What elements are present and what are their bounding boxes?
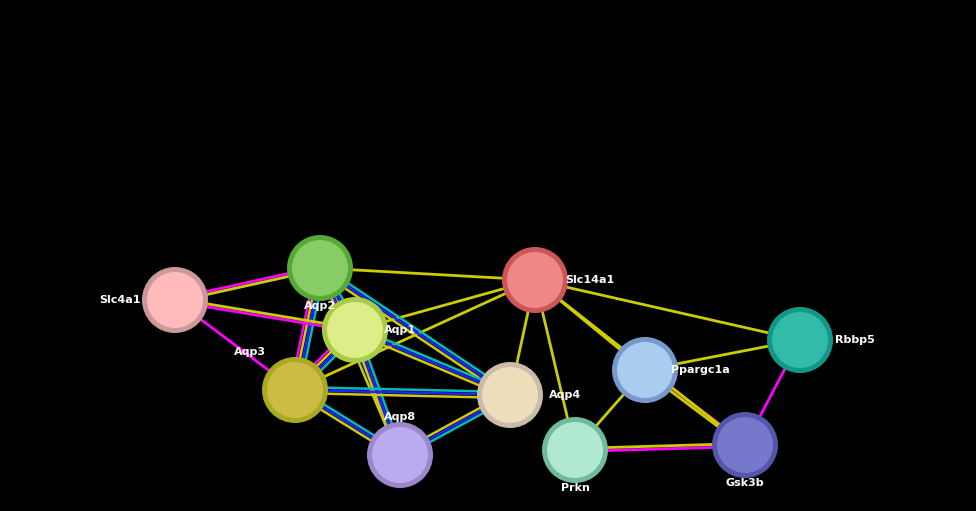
Text: Slc14a1: Slc14a1 (565, 275, 615, 285)
Circle shape (612, 337, 678, 403)
Circle shape (507, 252, 563, 308)
Circle shape (322, 297, 388, 363)
Circle shape (712, 412, 778, 478)
Circle shape (267, 362, 323, 418)
Circle shape (502, 247, 568, 313)
Text: Ppargc1a: Ppargc1a (671, 365, 729, 375)
Circle shape (767, 307, 833, 373)
Circle shape (617, 342, 673, 398)
Circle shape (372, 427, 428, 483)
Circle shape (142, 267, 208, 333)
Circle shape (367, 422, 433, 488)
Circle shape (772, 312, 828, 368)
Circle shape (287, 235, 353, 301)
Text: Aqp2: Aqp2 (304, 301, 336, 311)
Circle shape (477, 362, 543, 428)
Text: Aqp8: Aqp8 (384, 412, 416, 422)
Text: Gsk3b: Gsk3b (726, 478, 764, 488)
Text: Prkn: Prkn (560, 483, 590, 493)
Text: Aqp3: Aqp3 (234, 347, 266, 357)
Text: Rbbp5: Rbbp5 (835, 335, 874, 345)
Circle shape (327, 302, 383, 358)
Circle shape (482, 367, 538, 423)
Text: Aqp1: Aqp1 (384, 325, 416, 335)
Circle shape (542, 417, 608, 483)
Text: Slc4a1: Slc4a1 (100, 295, 141, 305)
Circle shape (262, 357, 328, 423)
Text: Aqp4: Aqp4 (549, 390, 581, 400)
Circle shape (147, 272, 203, 328)
Circle shape (547, 422, 603, 478)
Circle shape (292, 240, 348, 296)
Circle shape (717, 417, 773, 473)
